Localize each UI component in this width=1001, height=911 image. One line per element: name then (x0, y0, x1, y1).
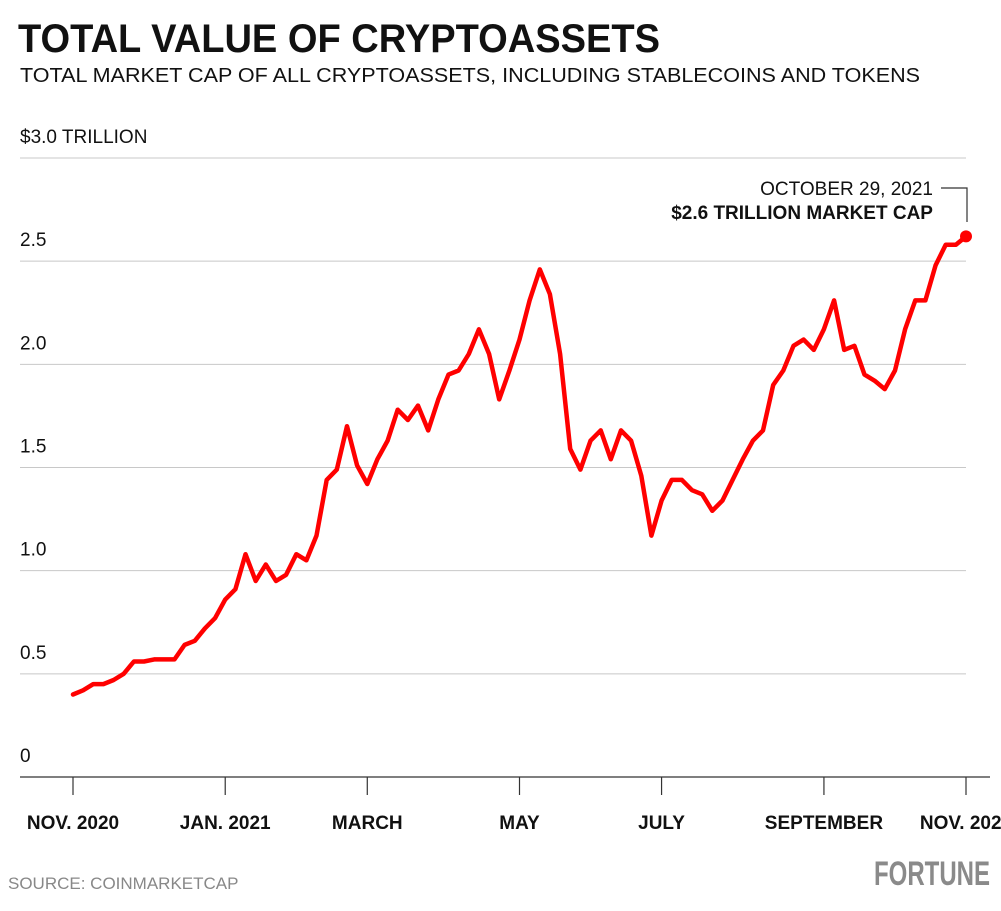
end-marker (960, 230, 972, 243)
data-line (70, 234, 969, 697)
chart-title: TOTAL VALUE OF CRYPTOASSETS (18, 17, 660, 61)
x-tick-label: NOV. 2021 (920, 813, 1001, 834)
x-tick-label: NOV. 2020 (27, 813, 119, 834)
y-tick-label: 2.5 (20, 230, 46, 251)
y-tick-label: $3.0 TRILLION (20, 127, 147, 148)
chart-subtitle: TOTAL MARKET CAP OF ALL CRYPTOASSETS, IN… (20, 65, 920, 87)
x-tick-label: JAN. 2021 (180, 813, 271, 834)
x-tick-label: JULY (638, 813, 685, 834)
y-tick-label: 2.0 (20, 333, 46, 354)
logo: FORTUNE (874, 855, 990, 893)
x-tick-label: MARCH (332, 813, 403, 834)
y-tick-label: 0.5 (20, 643, 46, 664)
annotation-date: OCTOBER 29, 2021 (760, 179, 933, 200)
source: SOURCE: COINMARKETCAP (8, 874, 238, 893)
x-tick-label: MAY (499, 813, 540, 834)
y-tick-label: 0 (20, 746, 31, 767)
annotation-value: $2.6 TRILLION MARKET CAP (671, 203, 933, 224)
y-tick-label: 1.0 (20, 540, 46, 561)
y-tick-label: 1.5 (20, 437, 46, 458)
x-tick-label: SEPTEMBER (765, 813, 884, 834)
annotation-leader (941, 187, 968, 222)
